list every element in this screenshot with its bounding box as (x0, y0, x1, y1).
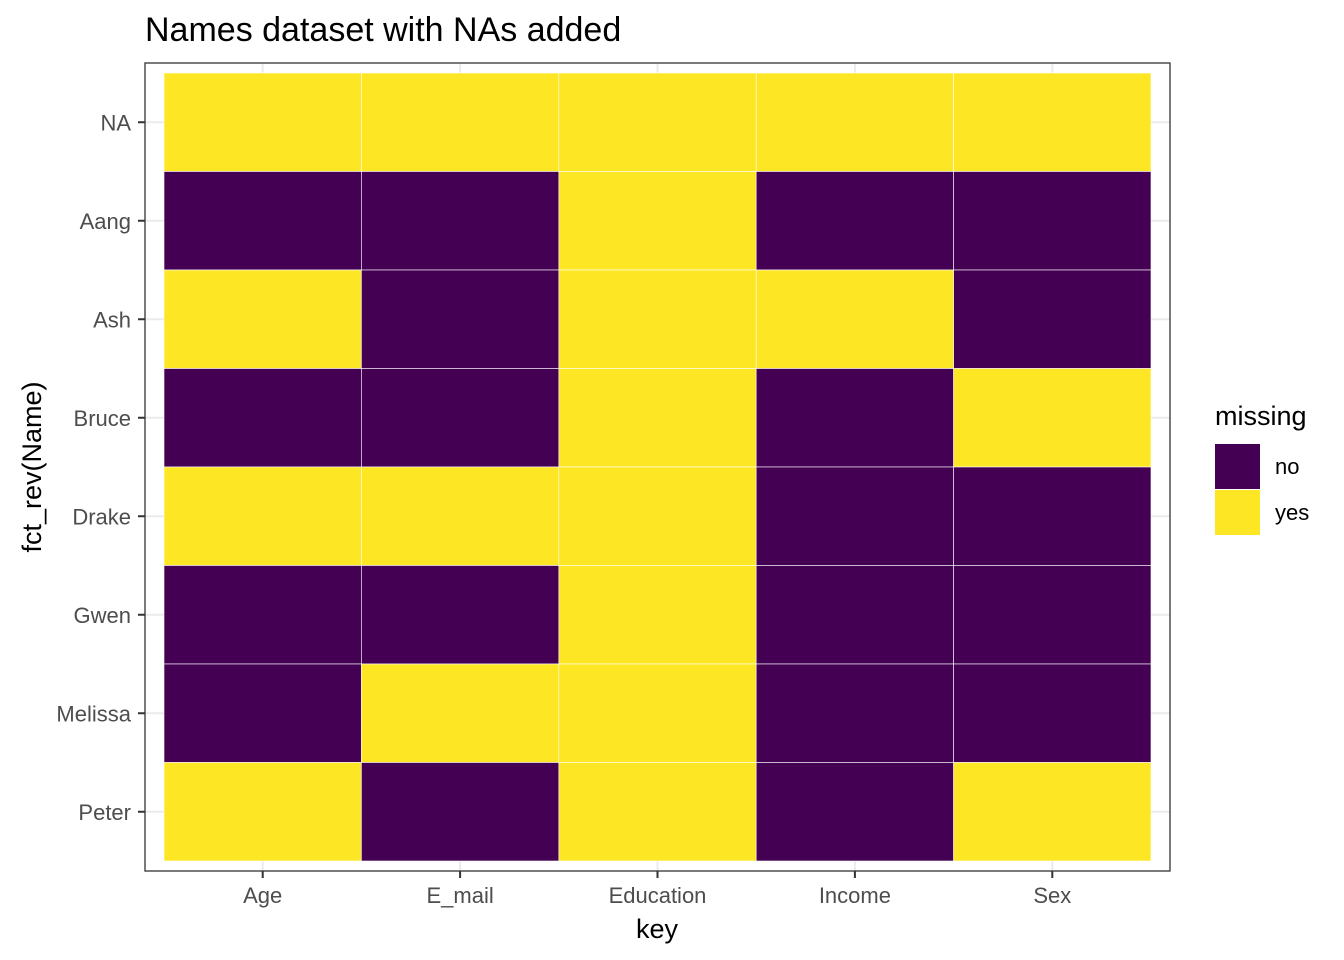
cell-melissa-sex (953, 663, 1152, 763)
cell-na-sex (953, 72, 1152, 172)
cell-bruce-e_mail (361, 368, 560, 468)
x-tick-label-e_mail: E_mail (426, 883, 493, 908)
y-axis: NA Aang Ash Bruce Drake Gwen Melissa Peter (56, 110, 145, 825)
cell-na-income (755, 72, 954, 172)
cell-aang-education (558, 171, 757, 271)
cell-peter-income (755, 762, 954, 862)
cell-melissa-age (163, 663, 362, 763)
x-tick-label-income: Income (819, 883, 891, 908)
cell-aang-income (755, 171, 954, 271)
cell-peter-sex (953, 762, 1152, 862)
cell-na-e_mail (361, 72, 560, 172)
y-tick-label-na: NA (100, 110, 131, 135)
cell-bruce-sex (953, 368, 1152, 468)
y-tick-label-melissa: Melissa (56, 701, 131, 726)
cell-na-age (163, 72, 362, 172)
heatmap-cells (163, 72, 1152, 862)
cell-drake-e_mail (361, 466, 560, 566)
cell-peter-age (163, 762, 362, 862)
y-tick-label-ash: Ash (93, 307, 131, 332)
cell-na-education (558, 72, 757, 172)
y-axis-title: fct_rev(Name) (17, 381, 47, 552)
y-tick-label-aang: Aang (80, 209, 131, 234)
cell-ash-income (755, 269, 954, 369)
legend-key-no (1215, 444, 1260, 489)
cell-drake-sex (953, 466, 1152, 566)
x-tick-label-education: Education (609, 883, 707, 908)
cell-gwen-income (755, 565, 954, 665)
cell-melissa-e_mail (361, 663, 560, 763)
x-axis: Age E_mail Education Income Sex (243, 871, 1071, 908)
cell-aang-e_mail (361, 171, 560, 271)
legend-label-no: no (1275, 454, 1299, 479)
legend: missing no yes (1215, 401, 1309, 535)
cell-aang-sex (953, 171, 1152, 271)
x-axis-title: key (636, 914, 679, 944)
x-tick-label-age: Age (243, 883, 282, 908)
cell-aang-age (163, 171, 362, 271)
cell-melissa-education (558, 663, 757, 763)
cell-ash-e_mail (361, 269, 560, 369)
cell-melissa-income (755, 663, 954, 763)
legend-key-yes (1215, 490, 1260, 535)
cell-bruce-income (755, 368, 954, 468)
legend-label-yes: yes (1275, 500, 1309, 525)
cell-drake-income (755, 466, 954, 566)
cell-peter-e_mail (361, 762, 560, 862)
legend-title: missing (1215, 401, 1307, 431)
cell-drake-age (163, 466, 362, 566)
cell-gwen-age (163, 565, 362, 665)
y-tick-label-gwen: Gwen (74, 603, 131, 628)
cell-gwen-education (558, 565, 757, 665)
cell-gwen-sex (953, 565, 1152, 665)
y-tick-label-bruce: Bruce (74, 406, 131, 431)
cell-ash-education (558, 269, 757, 369)
cell-drake-education (558, 466, 757, 566)
cell-ash-sex (953, 269, 1152, 369)
x-tick-label-sex: Sex (1033, 883, 1071, 908)
cell-ash-age (163, 269, 362, 369)
cell-bruce-education (558, 368, 757, 468)
cell-gwen-e_mail (361, 565, 560, 665)
y-tick-label-drake: Drake (72, 504, 131, 529)
cell-bruce-age (163, 368, 362, 468)
cell-peter-education (558, 762, 757, 862)
chart-title: Names dataset with NAs added (145, 11, 621, 49)
y-tick-label-peter: Peter (78, 800, 131, 825)
